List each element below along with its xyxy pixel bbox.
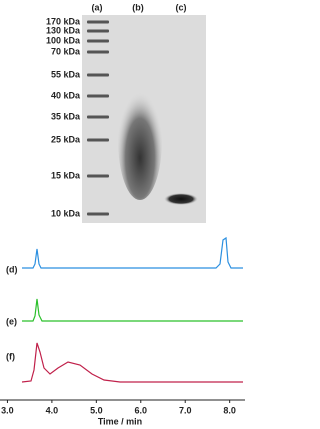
x-tick-label: 8.0 bbox=[223, 405, 236, 415]
ladder-band bbox=[87, 212, 109, 216]
trace-label: (d) bbox=[6, 264, 18, 274]
ladder-band bbox=[87, 20, 109, 24]
marker-label: 55 kDa bbox=[51, 69, 81, 79]
trace-f bbox=[21, 342, 243, 383]
marker-label: 100 kDa bbox=[46, 35, 81, 45]
x-tick-label: 4.0 bbox=[46, 405, 59, 415]
band bbox=[164, 193, 198, 205]
marker-label: 40 kDa bbox=[51, 90, 81, 100]
ladder-band bbox=[87, 50, 109, 54]
ladder-band bbox=[87, 94, 109, 98]
ladder-band bbox=[87, 138, 109, 142]
marker-label: 15 kDa bbox=[51, 170, 81, 180]
x-tick-label: 7.0 bbox=[179, 405, 192, 415]
x-tick-label: 5.0 bbox=[90, 405, 103, 415]
trace-e bbox=[22, 298, 243, 322]
marker-label: 170 kDa bbox=[46, 16, 81, 26]
marker-label: 10 kDa bbox=[51, 208, 81, 218]
ladder-band bbox=[87, 174, 109, 178]
trace-label: (e) bbox=[6, 316, 17, 326]
lane-label: (b) bbox=[132, 2, 144, 12]
marker-label: 70 kDa bbox=[51, 46, 81, 56]
marker-label: 35 kDa bbox=[51, 111, 81, 121]
lane-label: (c) bbox=[176, 2, 187, 12]
ladder-band bbox=[87, 39, 109, 43]
x-tick-label: 3.0 bbox=[1, 405, 14, 415]
lane-label: (a) bbox=[92, 2, 103, 12]
marker-label: 130 kDa bbox=[46, 25, 81, 35]
smear bbox=[118, 80, 162, 200]
x-axis-label: Time / min bbox=[98, 416, 142, 426]
ladder-band bbox=[87, 115, 109, 119]
marker-label: 25 kDa bbox=[51, 134, 81, 144]
ladder-band bbox=[87, 73, 109, 77]
ladder bbox=[87, 20, 109, 216]
ladder-band bbox=[87, 29, 109, 33]
trace-d bbox=[22, 236, 243, 269]
x-tick-label: 6.0 bbox=[135, 405, 148, 415]
trace-label: (f) bbox=[6, 351, 15, 361]
